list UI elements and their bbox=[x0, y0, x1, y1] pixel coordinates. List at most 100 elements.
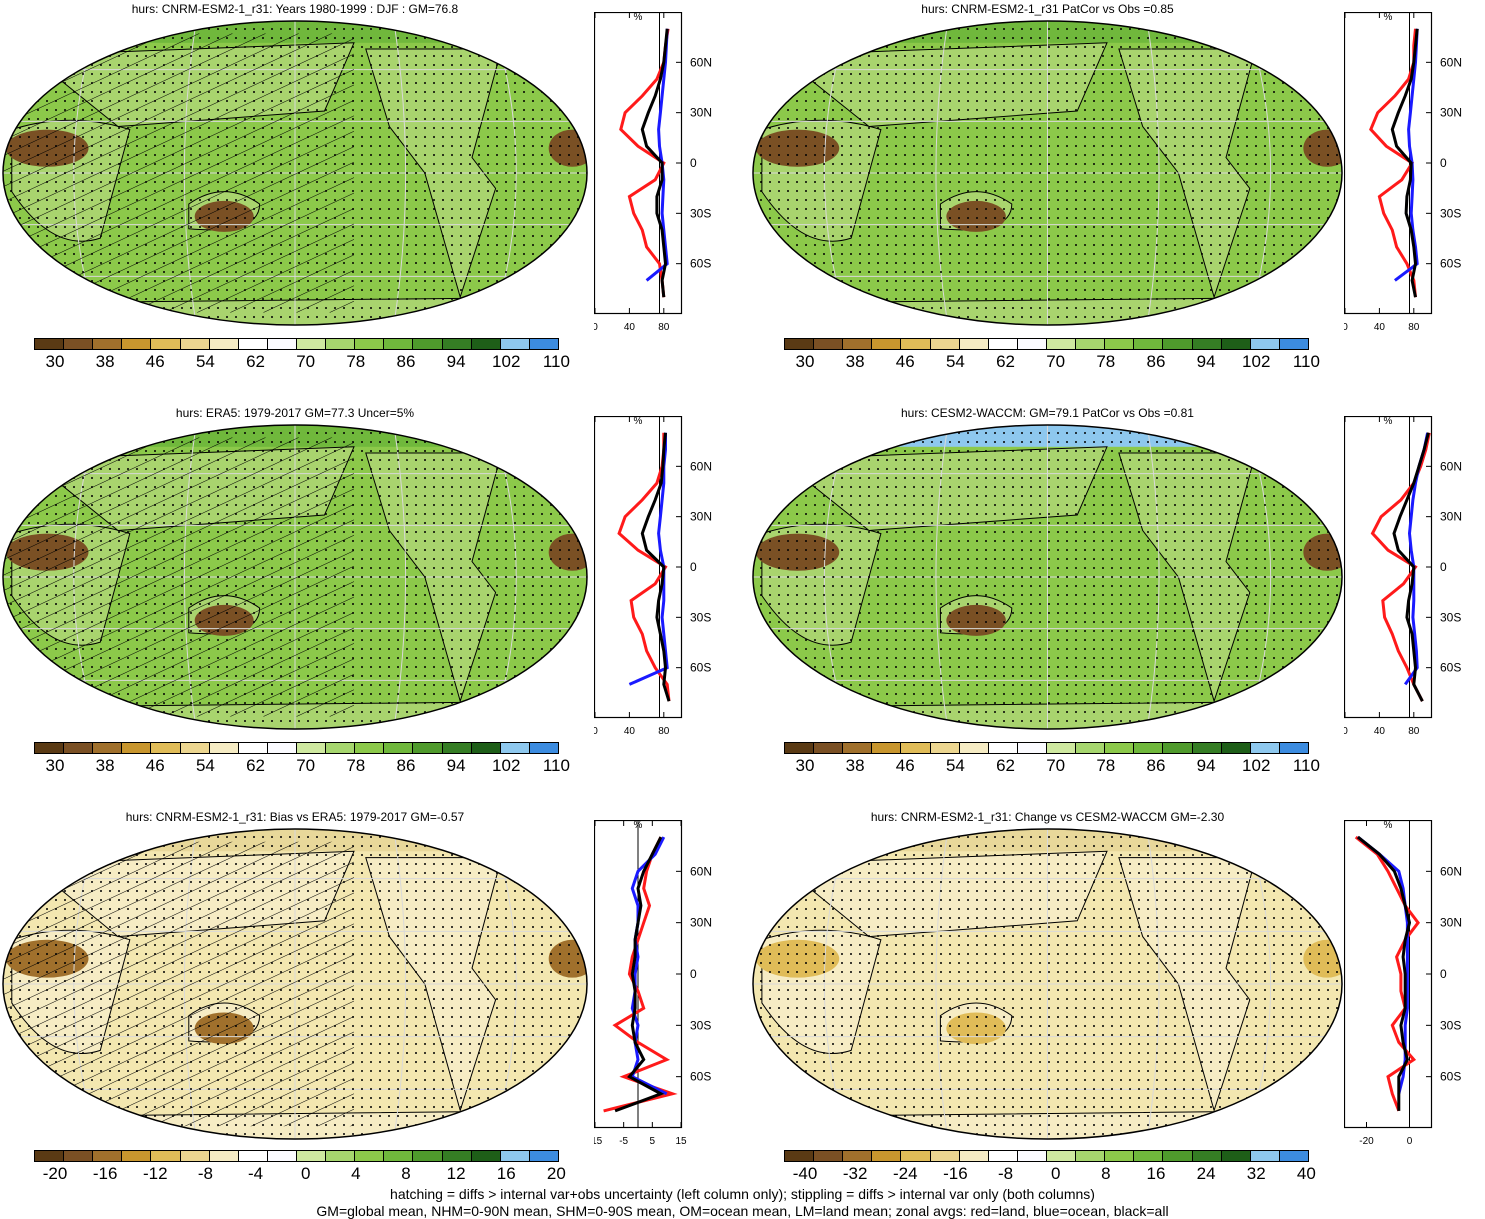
colorbar bbox=[784, 742, 1309, 754]
colorbar-swatch bbox=[471, 339, 501, 349]
colorbar-label: 54 bbox=[195, 756, 215, 775]
colorbar-label: 110 bbox=[542, 352, 570, 371]
zonal-x-label: 80 bbox=[1408, 726, 1420, 737]
colorbar-label: 46 bbox=[145, 352, 165, 371]
colorbar-label: 102 bbox=[1242, 352, 1271, 371]
colorbar-label: 110 bbox=[542, 756, 570, 775]
colorbar-swatch bbox=[326, 1151, 356, 1161]
colorbar-label: 78 bbox=[346, 352, 366, 371]
colorbar-swatch bbox=[122, 339, 152, 349]
colorbar-swatch bbox=[442, 743, 472, 753]
lat-label: 30S bbox=[690, 206, 711, 220]
colorbar-swatch bbox=[64, 339, 94, 349]
zonal-x-label: 40 bbox=[1374, 322, 1386, 333]
colorbar-swatch bbox=[35, 339, 65, 349]
colorbar-label: -4 bbox=[247, 1164, 264, 1183]
colorbar-swatch bbox=[930, 339, 960, 349]
colorbar-label: 46 bbox=[895, 352, 915, 371]
colorbar-swatch bbox=[1221, 743, 1251, 753]
colorbar-swatch bbox=[93, 1151, 123, 1161]
colorbar-label: 8 bbox=[1101, 1164, 1111, 1183]
colorbar-swatch bbox=[1279, 1151, 1308, 1161]
colorbar-swatch bbox=[355, 1151, 385, 1161]
zonal-frame bbox=[594, 416, 683, 719]
lat-label: 30N bbox=[690, 916, 712, 930]
colorbar-swatch bbox=[843, 1151, 873, 1161]
lat-label: 0 bbox=[1440, 967, 1447, 981]
colorbar-swatch bbox=[1163, 339, 1193, 349]
map-border bbox=[2, 424, 588, 730]
zonal-frame bbox=[1344, 416, 1433, 719]
lat-label: 0 bbox=[1440, 560, 1447, 574]
colorbar-swatch bbox=[326, 743, 356, 753]
colorbar-label: 30 bbox=[795, 352, 815, 371]
colorbar-swatch bbox=[529, 1151, 558, 1161]
colorbar-swatch bbox=[872, 339, 902, 349]
colorbar-swatch bbox=[64, 1151, 94, 1161]
lat-label: 60S bbox=[690, 257, 711, 271]
colorbar-swatch bbox=[1076, 339, 1106, 349]
colorbar-swatch bbox=[296, 1151, 327, 1161]
colorbar-label: 24 bbox=[1196, 1164, 1216, 1183]
colorbar-swatch bbox=[413, 1151, 443, 1161]
colorbar-label: 70 bbox=[1046, 756, 1066, 775]
zonal-series-ocean bbox=[628, 432, 669, 686]
colorbar-swatch bbox=[901, 743, 931, 753]
colorbar-swatch bbox=[843, 743, 873, 753]
zonal-x-label: 0 bbox=[594, 322, 598, 333]
colorbar-swatch bbox=[1163, 1151, 1193, 1161]
world-map bbox=[2, 424, 588, 730]
colorbar-swatch bbox=[1250, 339, 1280, 349]
world-map bbox=[752, 828, 1343, 1140]
colorbar-swatch bbox=[267, 743, 297, 753]
zonal-x-label: 80 bbox=[658, 726, 670, 737]
colorbar bbox=[784, 1150, 1309, 1162]
lat-label: 30S bbox=[690, 1018, 711, 1032]
footnote-legend: GM=global mean, NHM=0-90N mean, SHM=0-90… bbox=[316, 1203, 1169, 1219]
colorbar-swatch bbox=[151, 339, 181, 349]
zonal-unit: % bbox=[1384, 12, 1393, 23]
colorbar-label: 110 bbox=[1292, 756, 1320, 775]
lat-label: 30N bbox=[690, 106, 712, 120]
colorbar-label: 78 bbox=[1096, 756, 1116, 775]
map-border bbox=[752, 424, 1343, 730]
colorbar-swatch bbox=[1076, 743, 1106, 753]
zonal-series-ocean bbox=[645, 28, 669, 282]
zonal-x-label: -20 bbox=[1359, 1136, 1374, 1147]
colorbar-swatch bbox=[180, 743, 210, 753]
colorbar-swatch bbox=[267, 1151, 297, 1161]
colorbar-swatch bbox=[267, 339, 297, 349]
zonal-x-label: 40 bbox=[1374, 726, 1386, 737]
zonal-series-all bbox=[640, 432, 671, 702]
stippling bbox=[753, 21, 1342, 325]
zonal-x-label: 80 bbox=[1408, 322, 1420, 333]
colorbar-label: 46 bbox=[895, 756, 915, 775]
lat-label: 60N bbox=[1440, 459, 1462, 473]
zonal-unit: % bbox=[1384, 416, 1393, 427]
colorbar-label: -16 bbox=[92, 1164, 118, 1183]
colorbar-label: 38 bbox=[95, 352, 115, 371]
colorbar-swatch bbox=[1017, 339, 1047, 349]
colorbar-swatch bbox=[785, 743, 815, 753]
hatching bbox=[3, 841, 354, 1127]
zonal-series-all bbox=[640, 28, 669, 298]
colorbar-swatch bbox=[355, 743, 385, 753]
colorbar-swatch bbox=[930, 743, 960, 753]
colorbar-swatch bbox=[1134, 1151, 1164, 1161]
colorbar-label: 0 bbox=[300, 1164, 311, 1183]
zonal-x-label: 40 bbox=[624, 726, 636, 737]
colorbar-swatch bbox=[1017, 743, 1047, 753]
lat-label: 60N bbox=[1440, 864, 1462, 878]
colorbar-swatch bbox=[413, 339, 443, 349]
zonal-series-ocean bbox=[1394, 28, 1419, 282]
zonal-x-label: 0 bbox=[1407, 1136, 1413, 1147]
lat-label: 60S bbox=[1440, 1070, 1461, 1084]
colorbar-label: -20 bbox=[42, 1164, 68, 1183]
colorbar-swatch bbox=[1076, 1151, 1106, 1161]
colorbar-swatch bbox=[93, 743, 123, 753]
colorbar-swatch bbox=[1279, 743, 1308, 753]
colorbar-swatch bbox=[500, 1151, 530, 1161]
colorbar-label: 54 bbox=[195, 352, 215, 371]
zonal-x-label: 40 bbox=[624, 322, 636, 333]
colorbar-label: 86 bbox=[396, 756, 416, 775]
